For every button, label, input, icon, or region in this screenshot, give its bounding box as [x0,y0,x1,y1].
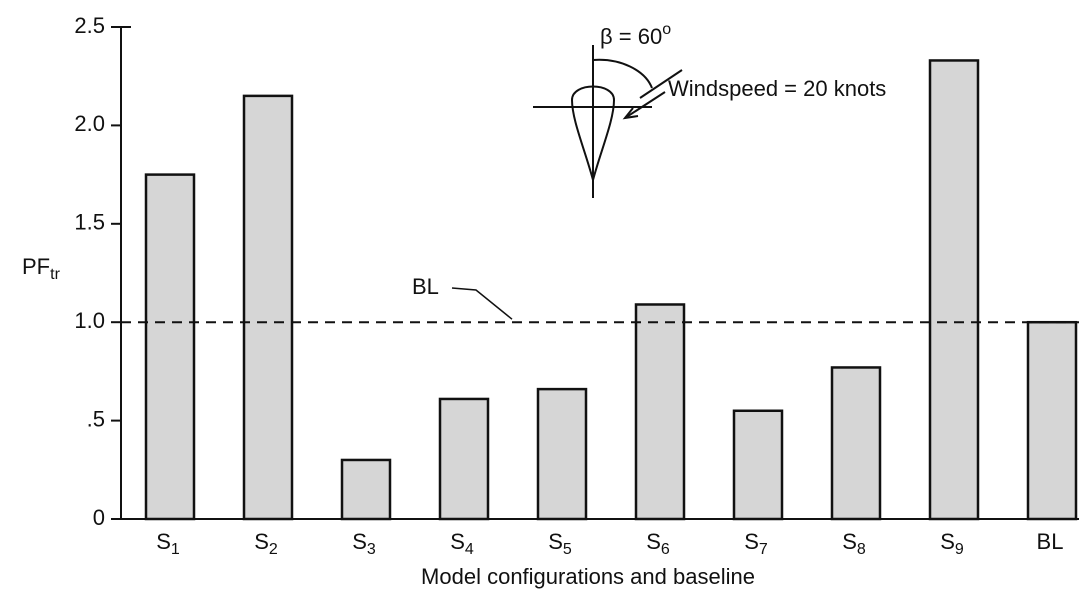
wind-diagram [533,45,683,198]
bar [144,173,196,521]
y-tick-label: 2.5 [74,13,105,38]
x-tick-label: BL [1037,529,1064,554]
bar [928,59,980,521]
y-axis-label: PFtr [22,254,61,283]
x-tick-label: S2 [254,529,278,558]
reference-leader [451,287,513,320]
bar [732,409,784,521]
bar [536,387,588,521]
bar [634,303,686,521]
y-tick-label: 1.0 [74,308,105,333]
x-tick-label: S4 [450,529,474,558]
bar [830,366,882,521]
y-tick-label: 2.0 [74,111,105,136]
bar [242,94,294,521]
x-axis-label: Model configurations and baseline [421,564,755,589]
x-tick-label: S8 [842,529,866,558]
x-tick-label: S1 [156,529,180,558]
y-tick-label: 1.5 [74,210,105,235]
bar [1026,320,1078,521]
bar [438,397,490,521]
x-tick-label: S5 [548,529,572,558]
y-tick-label: 0 [93,505,105,530]
x-tick-label: S3 [352,529,376,558]
annotation: β = 60o [600,21,671,49]
x-tick-label: S6 [646,529,670,558]
y-tick-label: .5 [87,406,105,431]
reference-label: BL [412,274,439,299]
bar [340,458,392,521]
x-tick-label: S9 [940,529,964,558]
x-tick-label: S7 [744,529,768,558]
annotation: Windspeed = 20 knots [668,76,886,101]
